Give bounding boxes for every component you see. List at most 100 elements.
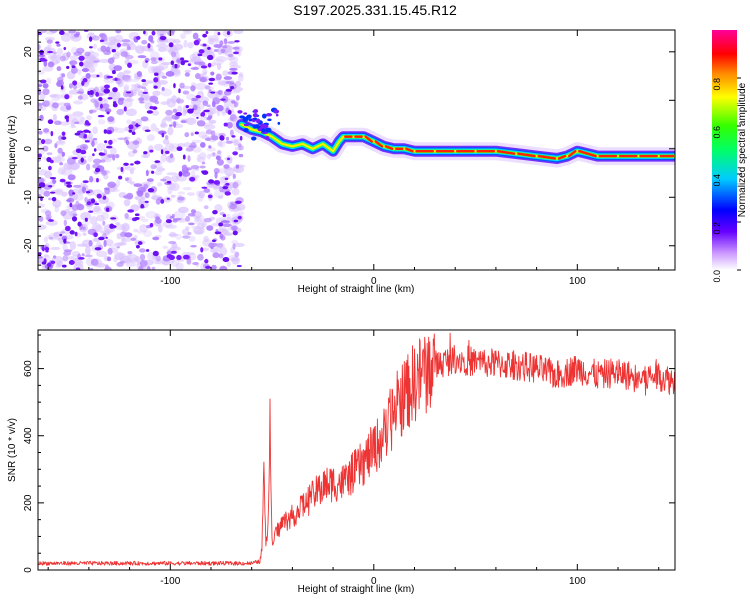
noise-blob — [172, 108, 178, 113]
noise-blob — [58, 30, 65, 36]
noise-blob — [219, 265, 228, 270]
noise-blob — [227, 109, 232, 115]
noise-blob — [222, 185, 229, 190]
noise-blob — [203, 205, 209, 210]
noise-blob — [166, 180, 172, 184]
noise-blob — [213, 44, 223, 48]
noise-blob — [57, 147, 63, 154]
noise-blob — [180, 33, 186, 40]
noise-blob — [90, 74, 102, 79]
noise-blob — [87, 155, 93, 163]
noise-blob — [49, 94, 58, 98]
snr-y-axis-label: SNR (10 * v/v) — [7, 418, 18, 482]
noise-blob — [52, 179, 57, 184]
noise-blob — [165, 114, 173, 122]
noise-blob — [40, 138, 46, 145]
noise-blob — [55, 41, 60, 44]
noise-blob — [63, 250, 72, 256]
noise-blob — [44, 246, 50, 252]
noise-blob — [169, 153, 174, 159]
noise-blob — [143, 30, 146, 35]
noise-blob — [199, 76, 207, 83]
noise-blob — [227, 157, 231, 161]
noise-blob — [135, 244, 140, 249]
noise-blob — [61, 151, 66, 157]
noise-blob — [151, 110, 160, 116]
noise-blob — [113, 101, 117, 105]
noise-blob — [207, 62, 212, 68]
noise-blob — [225, 88, 233, 92]
noise-blob — [62, 255, 69, 262]
noise-blob — [59, 162, 63, 166]
noise-blob — [227, 53, 234, 58]
noise-blob — [231, 71, 238, 75]
noise-blob — [107, 154, 114, 158]
noise-blob — [180, 57, 185, 61]
noise-blob — [141, 154, 148, 159]
noise-blob — [141, 79, 146, 83]
noise-blob — [96, 143, 106, 152]
noise-blob — [60, 85, 64, 90]
noise-blob — [61, 73, 66, 78]
ridge-peak-segment — [496, 150, 516, 155]
noise-blob — [134, 216, 140, 221]
noise-blob — [232, 173, 236, 180]
noise-blob — [61, 264, 67, 268]
colorbar-tick-label: 0.6 — [712, 126, 722, 139]
snr-series-line — [38, 332, 675, 566]
noise-blob — [84, 246, 91, 256]
noise-blob — [203, 235, 209, 243]
noise-blob — [70, 120, 76, 127]
noise-blob — [92, 158, 102, 165]
noise-blob — [38, 54, 46, 58]
noise-blob — [107, 116, 115, 122]
noise-blob — [198, 49, 205, 54]
ridge-speckle — [252, 112, 258, 118]
noise-blob — [229, 67, 238, 71]
noise-blob — [64, 115, 70, 120]
noise-blob — [61, 136, 67, 140]
noise-blob — [130, 237, 136, 242]
noise-blob — [153, 77, 159, 83]
noise-blob — [84, 134, 94, 138]
noise-blob — [186, 192, 196, 196]
noise-blob — [238, 153, 244, 158]
noise-blob — [77, 95, 83, 100]
noise-blob — [128, 129, 133, 133]
noise-blob — [211, 264, 217, 270]
noise-blob — [222, 45, 228, 49]
noise-blob — [50, 260, 56, 264]
noise-blob — [80, 157, 84, 163]
noise-blob — [168, 240, 177, 245]
noise-blob — [88, 36, 93, 42]
noise-blob — [92, 153, 95, 157]
noise-blob — [43, 254, 49, 258]
noise-blob — [150, 123, 157, 132]
noise-blob — [114, 252, 125, 261]
noise-blob — [150, 57, 157, 62]
noise-blob — [44, 36, 55, 41]
noise-blob — [81, 186, 86, 194]
noise-blob — [69, 55, 79, 61]
noise-blob — [104, 187, 110, 195]
noise-blob — [141, 39, 148, 45]
noise-blob — [151, 30, 156, 36]
noise-blob — [138, 97, 145, 102]
noise-blob — [138, 265, 144, 270]
noise-blob — [89, 175, 94, 183]
noise-blob — [201, 170, 209, 175]
noise-blob — [154, 100, 160, 105]
noise-blob — [143, 151, 148, 155]
noise-blob — [84, 140, 90, 143]
noise-blob — [219, 135, 225, 141]
noise-blob — [133, 183, 143, 188]
noise-blob — [216, 150, 222, 155]
noise-blob — [196, 120, 206, 127]
noise-blob — [120, 166, 124, 173]
noise-blob — [124, 177, 129, 182]
noise-blob — [178, 88, 181, 94]
noise-blob — [214, 171, 218, 179]
noise-blob — [85, 191, 91, 194]
noise-blob — [165, 109, 173, 116]
